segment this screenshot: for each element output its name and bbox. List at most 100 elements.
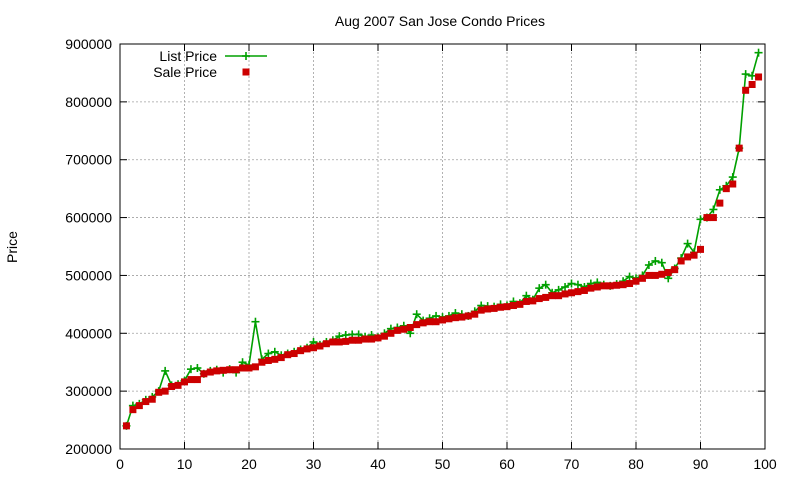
sale-price-point <box>709 214 717 222</box>
sale-price-point <box>148 395 156 403</box>
sale-price-point <box>606 282 614 290</box>
list-price-point <box>264 349 273 358</box>
sale-price-point <box>239 364 247 372</box>
sale-price-point <box>361 335 369 343</box>
y-tick-label: 600000 <box>65 210 112 226</box>
sale-price-point <box>574 288 582 296</box>
sale-price-point <box>187 376 195 384</box>
legend-marker-square <box>242 68 250 76</box>
list-price-point <box>625 272 634 281</box>
list-price-point <box>573 280 582 289</box>
legend-label-list-price: List Price <box>159 48 217 64</box>
sale-price-point <box>129 406 137 414</box>
legend-sample-list-price <box>225 52 267 60</box>
chart-title: Aug 2007 San Jose Condo Prices <box>335 13 545 29</box>
list-price-point <box>748 71 757 80</box>
sale-price-point <box>284 351 292 359</box>
sale-price-point <box>658 270 666 278</box>
list-price-point <box>657 258 666 267</box>
sale-price-point <box>251 363 259 371</box>
sale-price-point <box>464 312 472 320</box>
list-price-point <box>728 173 737 182</box>
sale-price-point <box>168 383 176 391</box>
x-tick-label: 10 <box>177 456 193 472</box>
list-price-point <box>251 317 260 326</box>
plot-frame <box>119 43 766 450</box>
sale-price-point <box>593 283 601 291</box>
x-tick-label: 40 <box>370 456 386 472</box>
sale-price-point <box>729 180 737 188</box>
sale-price-point <box>232 366 240 374</box>
sale-price-point <box>626 280 634 288</box>
y-tick-label: 400000 <box>65 325 112 341</box>
sale-price-point <box>722 185 730 193</box>
sale-price-point <box>387 329 395 337</box>
sale-price-point <box>122 422 130 430</box>
sale-price-point <box>155 388 163 396</box>
sale-price-point <box>490 304 498 312</box>
sale-price-point <box>548 292 556 300</box>
list-price-point <box>561 283 570 291</box>
sale-price-point <box>445 315 453 323</box>
sale-price-point <box>697 245 704 253</box>
sale-price-point <box>245 364 253 372</box>
y-tick-label: 200000 <box>65 441 112 457</box>
sale-price-point <box>755 73 763 81</box>
sale-price-point <box>426 318 434 326</box>
sale-price-point <box>174 381 182 389</box>
grid-lines <box>120 44 765 449</box>
sale-price-point <box>393 326 401 334</box>
list-price-point <box>567 279 576 288</box>
sale-price-point <box>297 347 305 355</box>
sale-price-point <box>716 199 724 207</box>
sale-price-point <box>439 316 446 324</box>
sale-price-point <box>645 271 653 279</box>
sale-price-point <box>419 319 427 327</box>
sale-price-point <box>587 284 595 292</box>
sale-price-point <box>380 332 388 340</box>
sale-price-point <box>664 269 672 277</box>
sale-price-point <box>735 144 743 152</box>
sale-price-point <box>477 306 485 314</box>
sale-price-point <box>703 214 711 222</box>
sale-price-point <box>542 293 550 301</box>
sale-price-point <box>742 86 750 94</box>
sale-price-point <box>529 297 537 305</box>
y-tick-label: 900000 <box>65 36 112 52</box>
sale-price-point <box>684 253 692 261</box>
sale-price-point <box>213 367 221 375</box>
x-tick-label: 90 <box>693 456 709 472</box>
sale-price-point <box>555 292 563 300</box>
sale-price-point <box>613 281 621 289</box>
list-price-point <box>754 48 763 57</box>
list-price-point <box>644 261 653 270</box>
sale-price-point <box>400 325 408 333</box>
sale-price-point <box>671 266 679 274</box>
list-price-point <box>161 366 170 375</box>
sale-price-point <box>271 355 279 363</box>
sale-price-point <box>509 302 517 310</box>
sale-price-point <box>522 297 530 305</box>
sale-price-point <box>516 300 524 308</box>
sale-price-point <box>258 358 266 366</box>
sale-price-point <box>374 334 382 342</box>
sale-price-point <box>219 366 227 374</box>
x-tick-label: 20 <box>241 456 257 472</box>
x-tick-label: 0 <box>116 456 124 472</box>
list-price-point <box>741 70 750 79</box>
list-price-point <box>715 185 724 194</box>
sale-price-point <box>161 387 169 395</box>
sale-price-point <box>348 336 356 344</box>
y-tick-label: 800000 <box>65 94 112 110</box>
sale-price-point <box>277 354 285 362</box>
sale-price-point <box>316 342 324 350</box>
x-tick-label: 30 <box>306 456 322 472</box>
sale-price-point <box>181 378 188 386</box>
sale-price-point <box>200 370 208 378</box>
sale-price-point <box>497 303 505 311</box>
sale-price-point <box>451 314 459 322</box>
sale-price-point <box>471 310 479 318</box>
sale-price-point <box>264 356 272 364</box>
list-price-point <box>541 280 550 289</box>
list-price-point <box>270 347 279 356</box>
